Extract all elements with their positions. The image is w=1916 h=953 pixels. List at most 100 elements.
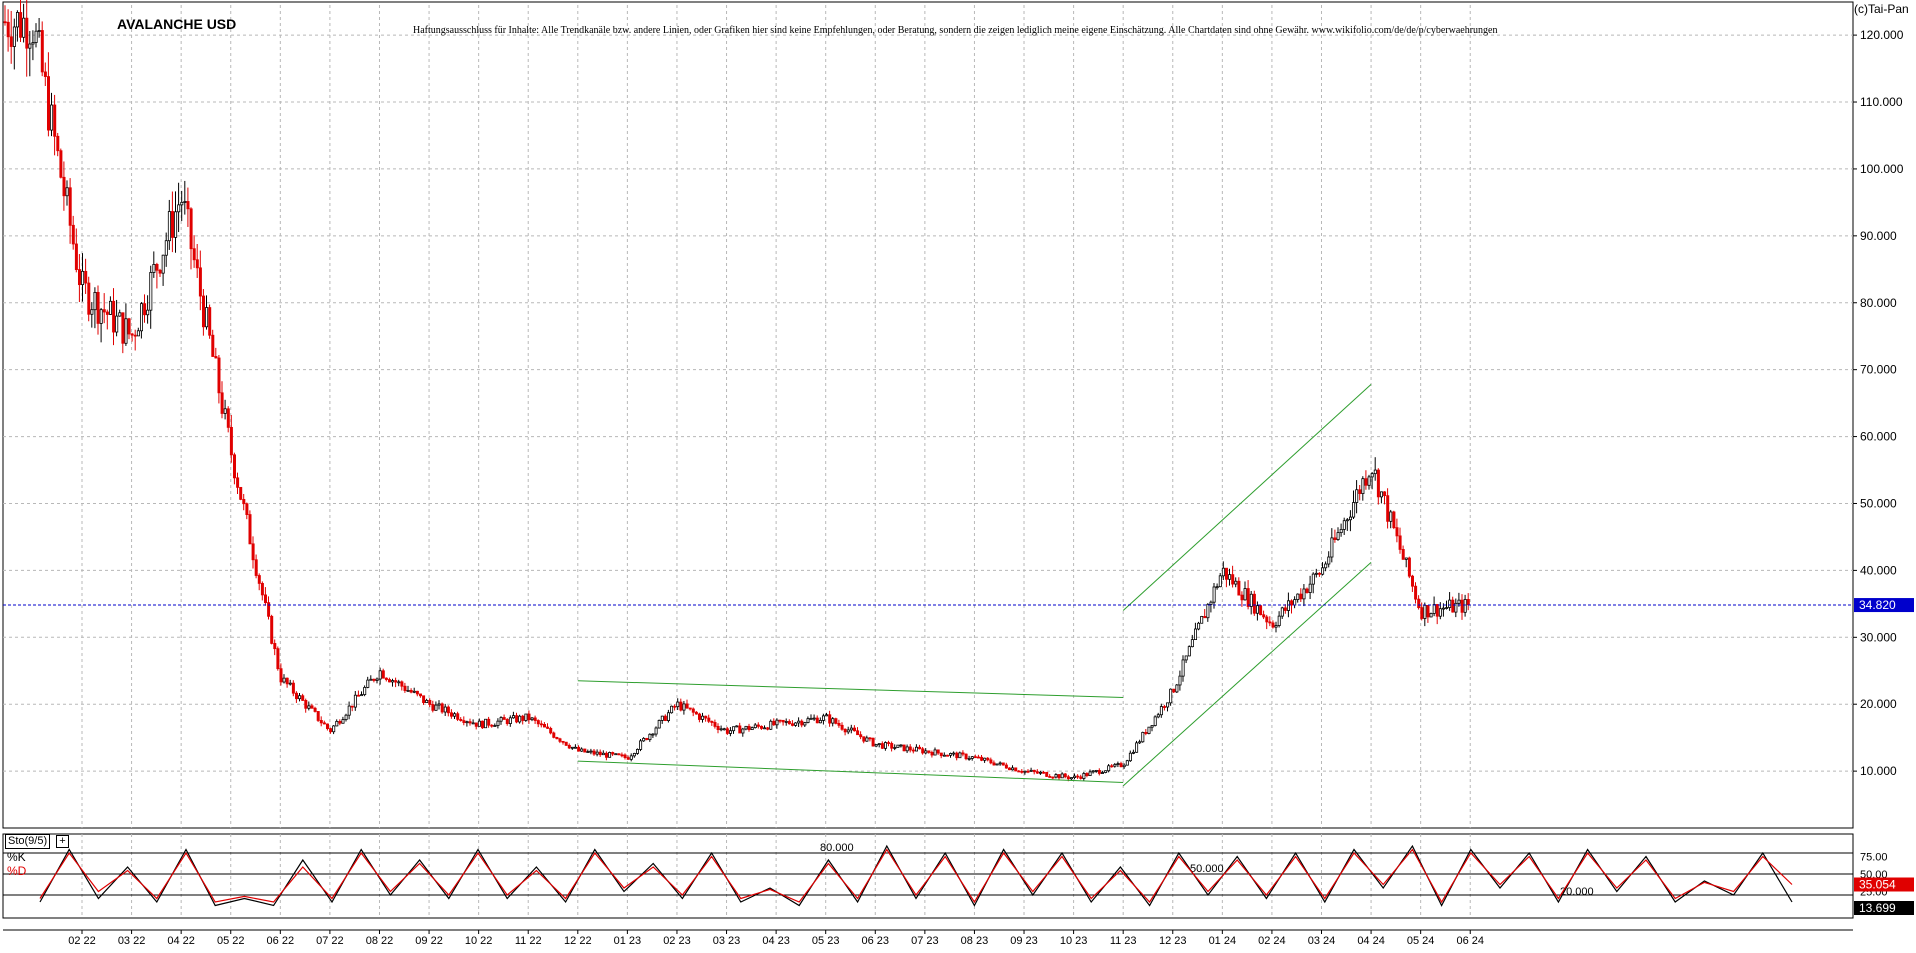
trend-line — [577, 680, 1124, 699]
candle-body — [363, 687, 367, 695]
candle-body — [1088, 771, 1092, 776]
candle-body — [682, 703, 686, 711]
candle-body — [115, 315, 119, 333]
candle-body — [902, 744, 906, 752]
candle-body — [1215, 586, 1219, 589]
x-tick-label: 01 23 — [614, 935, 642, 947]
candle-body — [68, 187, 72, 226]
candle-body — [970, 756, 974, 759]
candle-body — [1153, 716, 1157, 726]
candle-body — [1451, 599, 1455, 613]
y-tick-label: 120.000 — [1860, 28, 1904, 42]
candle-body — [1411, 575, 1415, 587]
candle-body — [62, 176, 66, 197]
candle-body — [766, 727, 770, 730]
candle-body — [211, 334, 215, 357]
candle-body — [1159, 706, 1163, 716]
candle-body — [449, 712, 453, 717]
candle-body — [890, 743, 894, 749]
candle-body — [614, 753, 618, 756]
x-tick-label: 04 24 — [1357, 935, 1385, 947]
candle-body — [412, 690, 416, 693]
candle-body — [276, 648, 280, 670]
x-tick-label: 01 24 — [1209, 935, 1237, 947]
candle-body — [158, 269, 162, 274]
candle-body — [753, 724, 757, 729]
candle-body — [1110, 765, 1114, 768]
candle-body — [1463, 599, 1467, 613]
candle-body — [1460, 599, 1464, 613]
candle-body — [1029, 769, 1033, 772]
candle-body — [1420, 607, 1424, 619]
candle-body — [589, 750, 593, 753]
candle-body — [574, 746, 578, 749]
candle-body — [152, 264, 156, 273]
candle-body — [918, 746, 922, 750]
candle-body — [812, 717, 816, 720]
candle-body — [815, 717, 819, 724]
x-tick-label: 08 22 — [366, 935, 394, 947]
candle-body — [1364, 478, 1368, 486]
candle-body — [905, 746, 909, 752]
candle-body — [1218, 575, 1222, 588]
candle-body — [459, 718, 463, 721]
candle-body — [660, 715, 664, 721]
current-price-label: 34.820 — [1859, 598, 1896, 612]
candle-body — [6, 21, 10, 38]
candle-body — [915, 746, 919, 752]
candle-body — [989, 759, 993, 764]
candle-body — [273, 643, 277, 650]
candle-body — [1358, 489, 1362, 495]
candle-body — [471, 722, 475, 725]
candle-body — [1271, 622, 1275, 628]
candle-body — [245, 503, 249, 515]
indicator-name-box[interactable]: Sto(9/5) — [5, 834, 51, 849]
y-tick-label: 90.000 — [1860, 229, 1897, 243]
candle-body — [291, 682, 295, 694]
candle-body — [1057, 774, 1061, 779]
stochastic-k-line — [39, 844, 1793, 907]
candle-body — [949, 753, 953, 756]
candle-body — [1376, 469, 1380, 498]
candle-body — [279, 668, 283, 683]
candle-body — [955, 752, 959, 759]
candle-body — [1172, 688, 1176, 693]
candle-body — [124, 318, 128, 344]
candle-body — [1243, 588, 1247, 601]
expand-indicator-icon[interactable]: + — [56, 835, 69, 848]
candle-body — [477, 720, 481, 727]
candle-body — [893, 747, 897, 749]
candle-body — [1060, 773, 1064, 779]
candle-body — [397, 681, 401, 684]
candle-body — [524, 713, 528, 721]
candle-body — [1423, 604, 1427, 619]
candle-body — [592, 750, 596, 755]
candle-body — [462, 720, 466, 723]
candle-body — [251, 543, 255, 561]
candle-body — [344, 714, 348, 720]
candle-body — [539, 723, 543, 726]
candle-body — [1073, 775, 1077, 779]
candle-body — [983, 757, 987, 761]
candle-body — [586, 751, 590, 753]
stochastic-level-label: 20.000 — [1560, 886, 1594, 898]
candle-body — [325, 723, 329, 729]
candle-body — [341, 719, 345, 724]
candle-body — [192, 248, 196, 261]
candle-body — [859, 734, 863, 738]
x-tick-label: 02 23 — [663, 935, 691, 947]
candle-body — [1228, 574, 1232, 580]
candle-body — [1042, 771, 1046, 774]
candle-body — [170, 211, 174, 238]
candle-body — [1457, 599, 1461, 604]
candle-body — [236, 477, 240, 488]
candle-body — [74, 243, 78, 270]
candle-body — [350, 705, 354, 708]
candle-body — [1104, 770, 1108, 773]
candle-body — [710, 720, 714, 723]
candle-body — [263, 594, 267, 604]
candle-body — [1345, 519, 1349, 522]
y-tick-label: 40.000 — [1860, 563, 1897, 577]
candle-body — [1045, 771, 1049, 777]
candle-body — [1398, 535, 1402, 550]
